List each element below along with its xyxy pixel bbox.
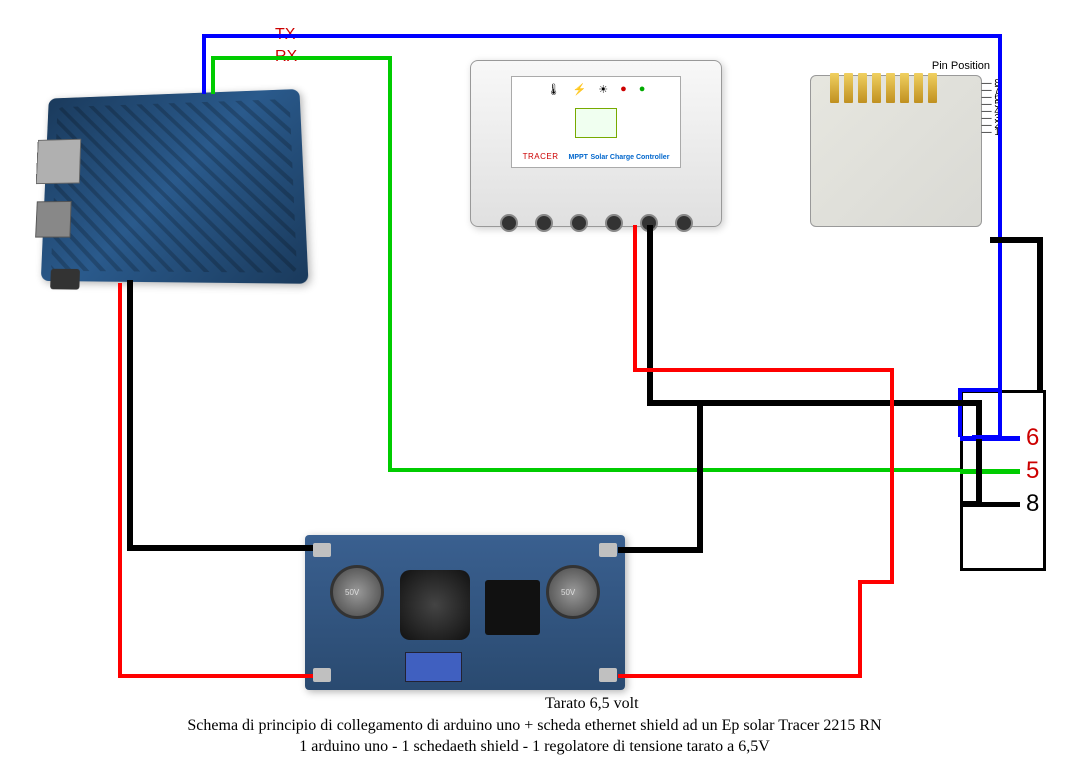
pin5-number: 5 bbox=[1026, 457, 1039, 485]
rj45-pin-icon bbox=[858, 73, 867, 103]
out-pos-pad bbox=[313, 668, 331, 682]
rj45-pins bbox=[830, 73, 937, 103]
connector-pin-5: 5 bbox=[960, 460, 1039, 482]
wire-gnd-mppt-to-connector bbox=[650, 225, 979, 504]
regulator-caption: Tarato 6,5 volt bbox=[545, 695, 639, 713]
mppt-sun-icon: ☀ bbox=[598, 83, 608, 96]
rj45-pin-icon bbox=[914, 73, 923, 103]
connector-pin-8: 8 bbox=[960, 493, 1039, 515]
mppt-terminal bbox=[640, 214, 658, 232]
rj45-pin-icon bbox=[844, 73, 853, 103]
pin6-number: 6 bbox=[1026, 424, 1039, 452]
diagram-caption: Schema di principio di collegamento di a… bbox=[0, 716, 1069, 758]
wire-rj45-to-connector bbox=[990, 240, 1040, 390]
mppt-brand: TRACER bbox=[523, 152, 559, 161]
mppt-status-icons: 🌡 ⚡ ☀ ● ● bbox=[547, 83, 646, 96]
mppt-screen-icon bbox=[575, 108, 617, 138]
mppt-terminal bbox=[605, 214, 623, 232]
caption-line1: Schema di principio di collegamento di a… bbox=[0, 716, 1069, 737]
mppt-dot-icon: ● bbox=[620, 83, 627, 96]
ic-chip-icon bbox=[485, 580, 540, 635]
pin8-number: 8 bbox=[1026, 490, 1039, 518]
wire-vplus-reg-to-arduino bbox=[120, 283, 313, 676]
in-pos-pad bbox=[599, 668, 617, 682]
barrel-jack-icon bbox=[50, 269, 80, 290]
wire-gnd-arduino-to-reg bbox=[130, 280, 313, 548]
rx-label: RX bbox=[275, 48, 297, 66]
capacitor-icon bbox=[330, 565, 384, 619]
rj45-pin-icon bbox=[872, 73, 881, 103]
mppt-type: MPPT bbox=[568, 154, 587, 161]
mppt-batt-icon: ⚡ bbox=[573, 83, 587, 96]
mppt-terminal bbox=[535, 214, 553, 232]
rj45-pin-icon bbox=[886, 73, 895, 103]
wire-vplus-mppt-to-reg bbox=[618, 225, 892, 676]
mppt-terminals bbox=[491, 214, 701, 232]
inductor-icon bbox=[400, 570, 470, 640]
voltage-regulator-module bbox=[305, 535, 625, 690]
connector-pin-6: 6 bbox=[960, 427, 1039, 449]
wire-gnd-branch-to-reg-in bbox=[618, 403, 700, 550]
rj45-pin-numbers: — 8— 7— 6— 5— 4— 3— 2— 1 bbox=[982, 80, 1000, 136]
mppt-terminal bbox=[500, 214, 518, 232]
mppt-terminal bbox=[675, 214, 693, 232]
mppt-dot2-icon: ● bbox=[639, 83, 646, 96]
rj45-connector: Pin Position — 8— 7— 6— 5— 4— 3— 2— 1 bbox=[800, 45, 1000, 245]
arduino-board bbox=[41, 89, 309, 284]
pin8-stub bbox=[960, 502, 1020, 507]
usb-jack-icon bbox=[35, 201, 71, 238]
mppt-temp-icon: 🌡 bbox=[547, 83, 561, 96]
mppt-terminal bbox=[570, 214, 588, 232]
rj45-pin-icon bbox=[830, 73, 839, 103]
arduino-uno-ethernet bbox=[40, 90, 300, 280]
rj45-pin-icon bbox=[928, 73, 937, 103]
rj45-pin-icon bbox=[900, 73, 909, 103]
pin5-stub bbox=[960, 469, 1020, 474]
in-neg-pad bbox=[599, 543, 617, 557]
mppt-charge-controller: 🌡 ⚡ ☀ ● ● TRACER MPPT Solar Charge Contr… bbox=[470, 60, 722, 227]
ethernet-jack-icon bbox=[36, 139, 81, 184]
mppt-faceplate: 🌡 ⚡ ☀ ● ● TRACER MPPT Solar Charge Contr… bbox=[511, 76, 681, 168]
caption-line2: 1 arduino uno - 1 schedaeth shield - 1 r… bbox=[0, 737, 1069, 758]
trimmer-pot-icon bbox=[405, 652, 462, 682]
pin6-stub bbox=[960, 436, 1020, 441]
out-neg-pad bbox=[313, 543, 331, 557]
capacitor-icon bbox=[546, 565, 600, 619]
tx-label: TX bbox=[275, 26, 295, 44]
mppt-subtitle: Solar Charge Controller bbox=[590, 154, 669, 161]
pin-position-label: Pin Position bbox=[932, 60, 990, 72]
